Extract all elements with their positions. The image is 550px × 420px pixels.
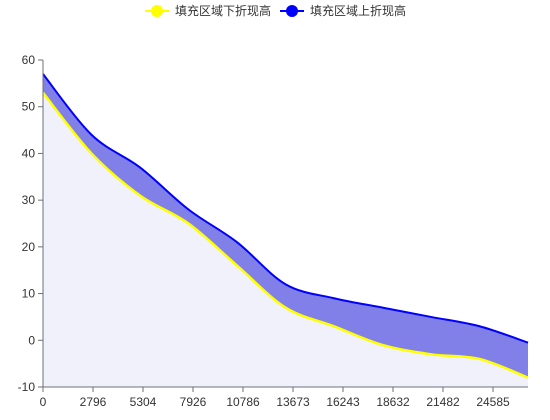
legend-marker-icon [151, 5, 163, 17]
x-tick-label: 0 [40, 395, 47, 409]
x-tick-label: 7926 [180, 395, 207, 409]
x-tick-label: 10786 [226, 395, 260, 409]
legend[interactable]: 填充区域下折现高 填充区域上折现高 [145, 3, 406, 18]
x-tick-label: 18632 [376, 395, 410, 409]
y-tick-label: 20 [22, 240, 36, 254]
y-tick-label: 40 [22, 146, 36, 160]
legend-marker-icon [286, 5, 298, 17]
legend-label: 填充区域下折现高 [175, 3, 271, 18]
series-line-upper[interactable] [42, 73, 529, 344]
y-tick-label: 10 [22, 287, 36, 301]
area-fill-below [43, 92, 528, 387]
x-tick-label: 5304 [130, 395, 157, 409]
legend-label: 填充区域上折现高 [310, 3, 406, 18]
x-tick-label: 16243 [326, 395, 360, 409]
legend-item[interactable]: 填充区域上折现高 [280, 3, 406, 18]
x-tick-label: 2796 [80, 395, 107, 409]
y-tick-label: 0 [28, 333, 35, 347]
axes: -10 0 10 20 30 40 50 60 0 2796 5304 7926 10786 13673 1… [18, 53, 528, 409]
y-tick-label: 60 [22, 53, 36, 67]
y-tick-label: 30 [22, 193, 36, 207]
plot-fills [43, 74, 528, 387]
area-fill-between [43, 74, 528, 378]
y-tick-label: -10 [18, 380, 36, 394]
series-line-lower[interactable] [42, 91, 529, 379]
plot-lines [42, 73, 529, 379]
x-tick-label: 13673 [276, 395, 310, 409]
x-tick-label: 24585 [476, 395, 510, 409]
x-tick-label: 21482 [426, 395, 460, 409]
y-tick-label: 50 [22, 100, 36, 114]
legend-item[interactable]: 填充区域下折现高 [145, 3, 271, 18]
